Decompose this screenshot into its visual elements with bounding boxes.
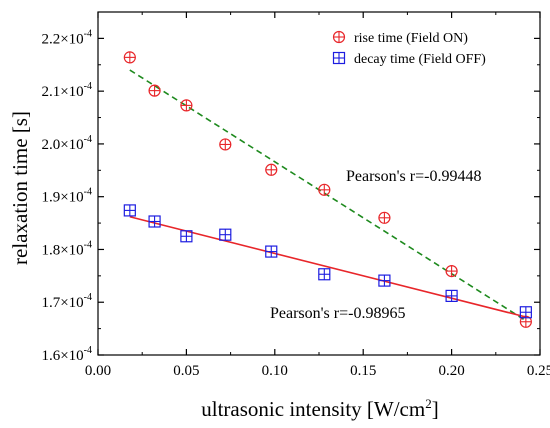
legend-marker-rise-symbol (332, 30, 346, 44)
x-axis-title-close: ] (432, 397, 439, 421)
rise-point (378, 211, 391, 224)
legend-label-decay: decay time (Field OFF) (354, 52, 486, 67)
decay-point (318, 268, 331, 281)
rise-point (123, 51, 136, 64)
decay-point (378, 274, 391, 287)
y-axis-title: relaxation time [s] (8, 111, 32, 265)
decay-point (519, 306, 532, 319)
annotation-rise-pearson: Pearson's r=-0.99448 (346, 168, 481, 185)
fit-lines (129, 69, 527, 322)
legend-marker-decay-symbol (332, 51, 346, 65)
x-axis-title-main: ultrasonic intensity [W/cm (201, 397, 425, 421)
rise-point (445, 264, 458, 278)
decay-point (265, 245, 278, 258)
decay-point (219, 228, 232, 241)
decay-point (445, 289, 458, 302)
legend-marker-decay (332, 51, 346, 65)
y-tick-label: 1.7×10-4 (41, 292, 92, 311)
fit-line-rise (129, 69, 527, 322)
legend: rise time (Field ON) decay time (Field O… (332, 30, 486, 67)
legend-marker-rise (332, 30, 346, 44)
y-tick-label: 2.2×10-4 (41, 28, 92, 47)
axes (97, 11, 541, 356)
decay-point (123, 204, 136, 217)
annotation-decay-pearson: Pearson's r=-0.98965 (270, 305, 405, 322)
rise-point (148, 84, 161, 97)
y-tick-label: 1.9×10-4 (41, 187, 92, 206)
x-axis-title: ultrasonic intensity [W/cm2] (201, 396, 438, 421)
rise-point (265, 163, 278, 176)
legend-label-rise: rise time (Field ON) (354, 31, 468, 46)
x-tick-label: 0.25 (527, 363, 550, 379)
decay-point (180, 230, 193, 243)
x-tick-label: 0.20 (438, 363, 464, 379)
y-tick-label: 1.8×10-4 (41, 239, 92, 258)
y-tick-label: 1.6×10-4 (41, 345, 92, 364)
rise-point (180, 99, 193, 112)
fit-line-decay (129, 215, 527, 318)
decay-point (148, 215, 161, 228)
x-tick-label: 0.00 (85, 363, 111, 379)
rise-point (318, 183, 331, 196)
x-tick-label: 0.05 (173, 363, 199, 379)
x-tick-label: 0.10 (262, 363, 288, 379)
x-tick-label: 0.15 (350, 363, 376, 379)
data-points (123, 51, 532, 328)
rise-point (219, 138, 232, 151)
y-tick-label: 2.1×10-4 (41, 81, 92, 100)
tick-labels: 0.00 0.05 0.10 0.15 0.20 0.25 1.6×10-4 1.7×10-4… (41, 28, 550, 379)
y-tick-label: 2.0×10-4 (41, 134, 92, 153)
x-axis-title-sup: 2 (425, 396, 432, 411)
